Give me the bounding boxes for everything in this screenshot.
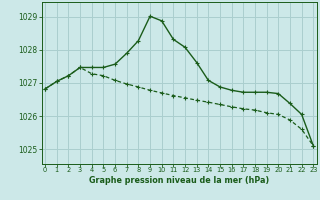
X-axis label: Graphe pression niveau de la mer (hPa): Graphe pression niveau de la mer (hPa) xyxy=(89,176,269,185)
